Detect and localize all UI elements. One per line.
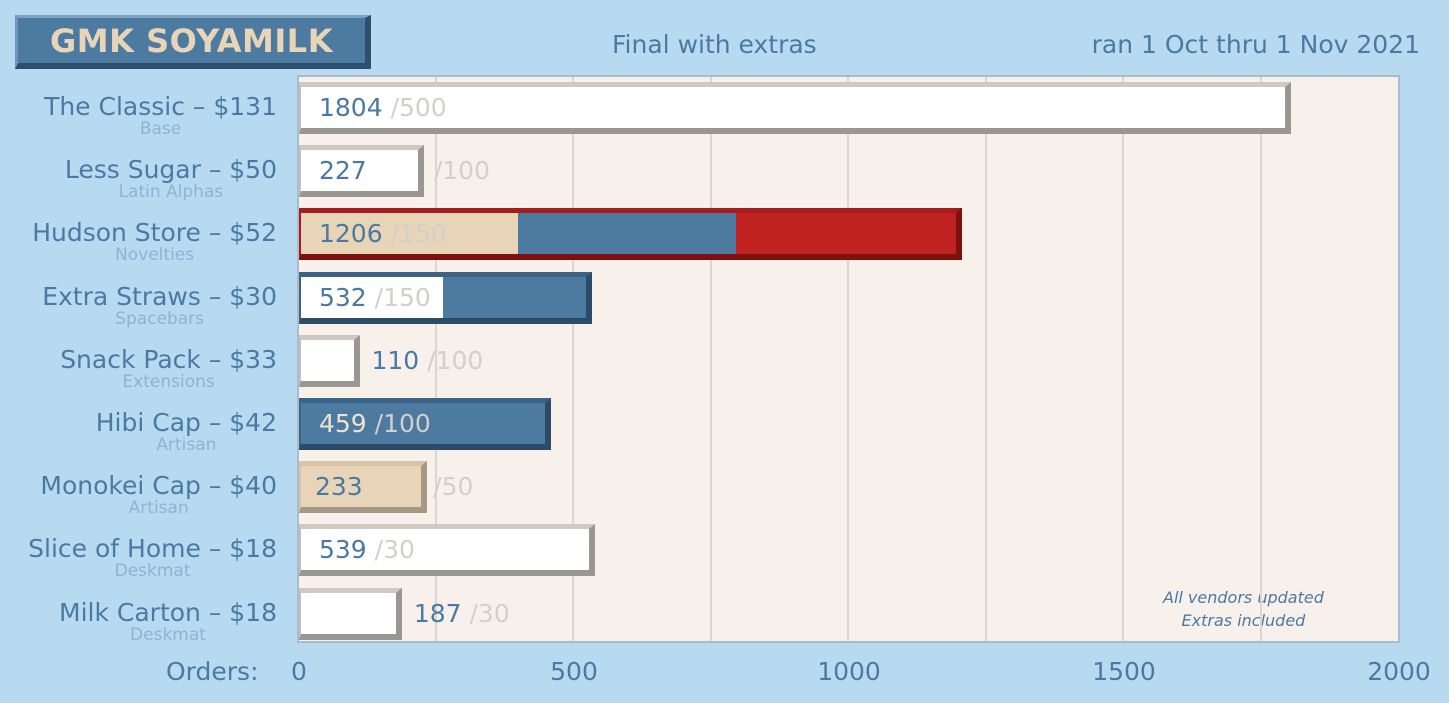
order-count: 539 <box>319 535 367 565</box>
row-category: Artisan <box>156 435 217 455</box>
bar-segment <box>301 150 418 192</box>
note-line-1: All vendors updated <box>1163 588 1324 607</box>
bar <box>299 524 596 577</box>
row-category: Deskmat <box>130 624 206 645</box>
row-name: Less Sugar – $50 <box>64 155 277 185</box>
bar-segment <box>735 213 957 255</box>
bar-segment <box>301 213 519 255</box>
bar <box>299 82 1292 134</box>
order-count: 233 <box>315 472 363 502</box>
row-category: Deskmat <box>114 561 191 582</box>
row-name: Extra Straws – $30 <box>42 281 277 311</box>
gridline <box>434 77 437 641</box>
row-name: Milk Carton – $18 <box>59 597 277 627</box>
gridline <box>709 77 712 641</box>
x-tick-label: 500 <box>550 657 598 686</box>
goal-count: /30 <box>461 598 510 628</box>
row-category: Novelties <box>115 245 195 266</box>
order-count: 1206 <box>319 219 383 249</box>
order-count: 532 <box>319 282 367 312</box>
goal-count: /150 <box>382 219 447 249</box>
row-name: Snack Pack – $33 <box>60 344 277 374</box>
row-name: Slice of Home – $18 <box>28 534 277 564</box>
bar-value-label: 187 /30 <box>414 599 510 629</box>
bar-value-label: 532 /150 <box>319 283 431 313</box>
x-axis-label: Orders: <box>166 657 259 686</box>
note-line-2: Extras included <box>1181 611 1306 630</box>
goal-count: /100 <box>419 345 484 375</box>
goal-count: /100 <box>366 409 431 438</box>
bar-value-label: 233 /50 <box>315 472 473 502</box>
x-tick-label: 1500 <box>1092 657 1156 686</box>
bar-segment <box>301 529 590 571</box>
row-name: Monokei Cap – $40 <box>40 471 277 501</box>
order-count: 1804 <box>319 93 383 122</box>
bar-segment <box>301 339 354 381</box>
bar-value-label: 539 /30 <box>319 535 415 565</box>
order-count: 187 <box>413 598 462 628</box>
gridline <box>572 77 574 641</box>
bar <box>299 145 424 198</box>
order-count: 110 <box>371 345 420 375</box>
logo-badge: GMK SOYAMILK <box>15 15 371 69</box>
bar-value-label: 1206 /150 <box>319 219 447 249</box>
row-category: Artisan <box>128 498 189 519</box>
gridline <box>1259 77 1262 641</box>
bar-segment <box>301 466 422 508</box>
goal-count: /150 <box>366 282 431 312</box>
bar-segment <box>301 592 396 634</box>
bar-value-label: 227 /100 <box>319 156 490 186</box>
bar <box>299 461 428 514</box>
bar-segment <box>518 213 737 255</box>
row-name: Hibi Cap – $42 <box>95 408 277 437</box>
bar-segment <box>301 87 1286 128</box>
bar-segment <box>301 276 444 318</box>
row-name: The Classic – $131 <box>44 92 277 121</box>
bar-segment <box>301 403 546 444</box>
bar <box>299 334 360 387</box>
bar-segment <box>443 276 586 318</box>
chart-subtitle: Final with extras <box>612 30 817 59</box>
x-tick-label: 2000 <box>1367 657 1431 686</box>
row-name: Hudson Store – $52 <box>32 218 277 248</box>
bar-value-label: 459 /100 <box>319 409 431 439</box>
bar-value-label: 110 /100 <box>372 346 484 376</box>
goal-count: /50 <box>433 472 474 502</box>
goal-count: /30 <box>366 535 415 565</box>
bar <box>299 208 963 261</box>
bar <box>299 398 552 450</box>
order-count: 459 <box>319 409 367 438</box>
goal-count: /500 <box>382 93 447 122</box>
gridline <box>1122 77 1124 641</box>
row-category: Base <box>139 119 182 139</box>
row-category: Extensions <box>122 371 215 392</box>
date-range: ran 1 Oct thru 1 Nov 2021 <box>1091 30 1420 59</box>
gridline <box>984 77 987 641</box>
plot-area: All vendors updated Extras included 1804… <box>297 75 1400 643</box>
footnote: All vendors updated Extras included <box>1163 586 1324 632</box>
x-tick-label: 0 <box>291 657 307 686</box>
gridline <box>847 77 849 641</box>
order-count: 227 <box>319 156 367 186</box>
x-tick-label: 1000 <box>817 657 881 686</box>
bar <box>299 587 402 640</box>
goal-count: /100 <box>433 156 490 186</box>
bar <box>299 271 592 324</box>
row-category: Spacebars <box>115 308 205 329</box>
bar-value-label: 1804 /500 <box>319 93 447 123</box>
row-category: Latin Alphas <box>118 182 224 203</box>
